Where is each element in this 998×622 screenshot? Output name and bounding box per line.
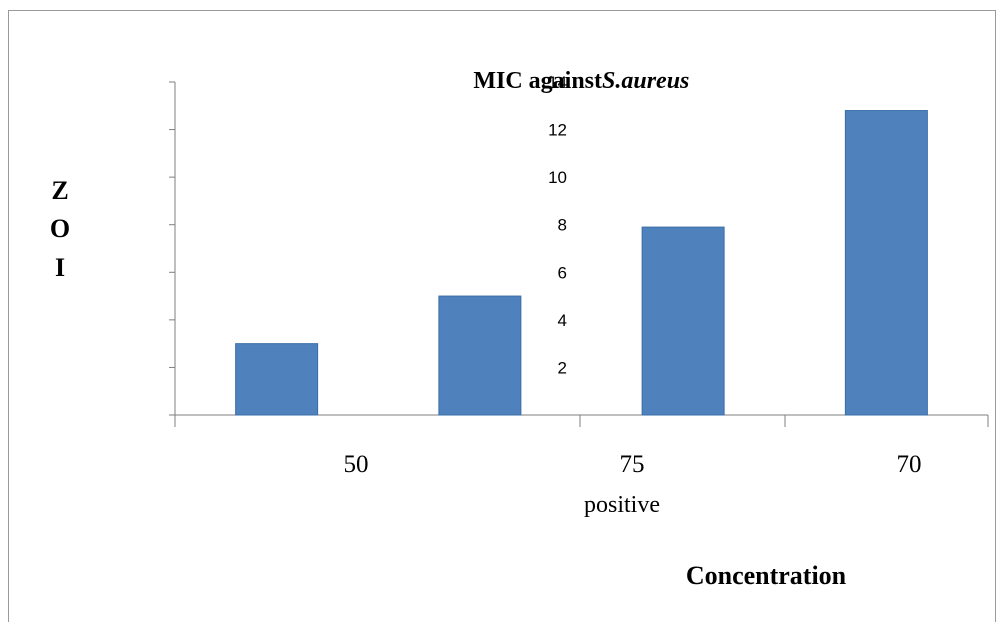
bars <box>235 110 928 416</box>
y-tick-label: 8 <box>558 216 567 235</box>
chart-frame <box>8 10 996 622</box>
bar <box>641 226 725 416</box>
y-tick-label: 4 <box>558 311 567 330</box>
chart-title-italic: S.aureus <box>602 68 689 94</box>
y-tick-label: 2 <box>558 358 567 377</box>
x-tick-label: 50 <box>344 451 369 478</box>
y-tick-label: 6 <box>558 263 567 282</box>
x-axis-title: Concentration <box>686 561 847 590</box>
y-axis-label-letter-i: I <box>55 253 65 282</box>
y-axis-label-letter-z: Z <box>51 176 68 205</box>
x-tick-labels: 50 75 70 <box>344 451 922 478</box>
x-axis <box>174 414 989 427</box>
y-axis: 2 4 6 8 10 12 14 <box>169 73 567 416</box>
y-axis-label-letter-o: O <box>50 214 70 243</box>
y-tick-label: 12 <box>548 121 567 140</box>
category-sublabel: positive <box>584 492 660 518</box>
y-tick-label: 10 <box>548 168 567 187</box>
bar <box>844 110 928 416</box>
chart-title: MIC against <box>473 68 602 94</box>
bar <box>438 295 522 416</box>
bar <box>235 343 319 416</box>
x-tick-label: 70 <box>897 451 922 478</box>
y-tick-label: 14 <box>548 73 567 92</box>
y-axis-label: Z O I <box>50 176 70 282</box>
x-tick-label: 75 <box>620 451 645 478</box>
